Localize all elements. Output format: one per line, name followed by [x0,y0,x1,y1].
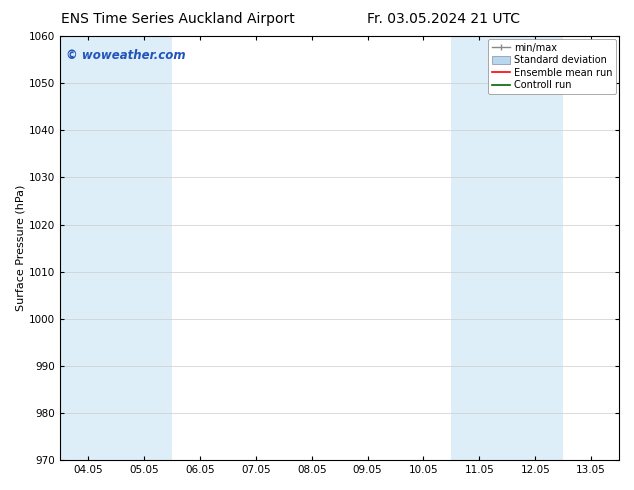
Bar [116,36,172,460]
Bar [60,36,116,460]
Bar [507,36,563,460]
Text: ENS Time Series Auckland Airport: ENS Time Series Auckland Airport [61,12,294,26]
Y-axis label: Surface Pressure (hPa): Surface Pressure (hPa) [15,185,25,311]
Text: © woweather.com: © woweather.com [66,49,186,62]
Text: Fr. 03.05.2024 21 UTC: Fr. 03.05.2024 21 UTC [367,12,521,26]
Bar [451,36,507,460]
Legend: min/max, Standard deviation, Ensemble mean run, Controll run: min/max, Standard deviation, Ensemble me… [488,39,616,94]
